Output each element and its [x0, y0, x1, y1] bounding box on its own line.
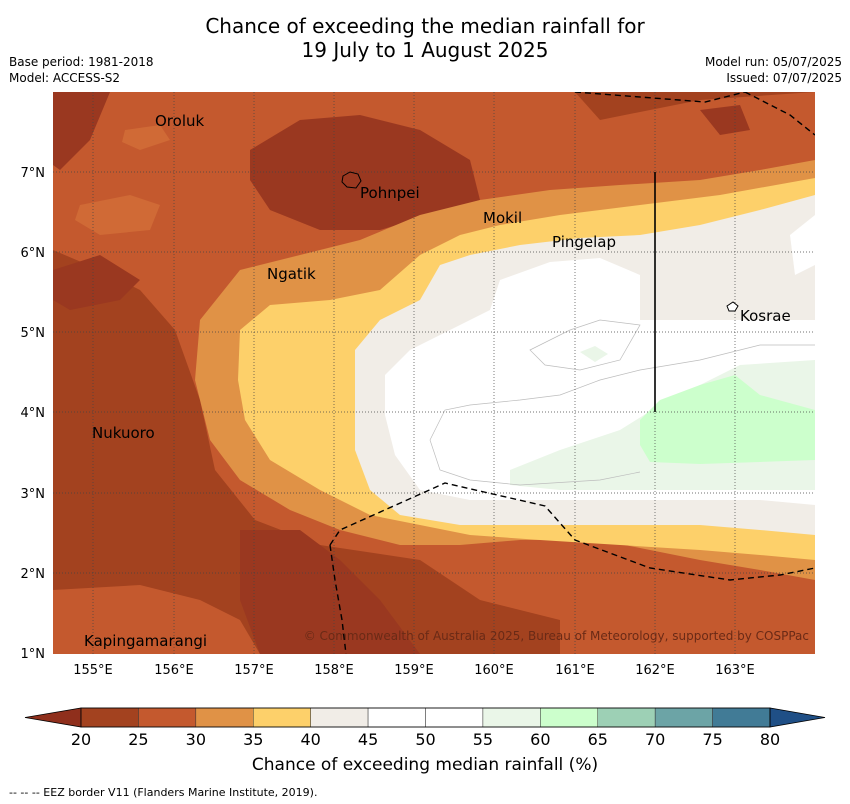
place-pingelap: Pingelap: [552, 233, 616, 251]
place-kosrae: Kosrae: [740, 307, 791, 325]
lon-tick-156: 156°E: [154, 663, 194, 678]
issued-date: Issued: 07/07/2025: [726, 71, 842, 85]
lon-tick-157: 157°E: [234, 663, 274, 678]
meta-right: Model run: 05/07/2025 Issued: 07/07/2025: [705, 54, 842, 86]
place-nukuoro: Nukuoro: [92, 424, 155, 442]
colorbar-tick-label: 45: [358, 730, 378, 749]
colorbar-swatch: [253, 707, 311, 728]
copyright-text: © Commonwealth of Australia 2025, Bureau…: [304, 629, 809, 643]
colorbar: 20 25 30 35 40 45 50 55 60 65 70 75 80: [24, 707, 826, 749]
model-run: Model run: 05/07/2025: [704, 55, 842, 69]
colorbar-swatch: [654, 707, 713, 728]
colorbar-swatch: [540, 707, 598, 728]
lon-tick-163: 163°E: [715, 663, 755, 678]
meta-left: Base period: 1981-2018 Model: ACCESS-S2: [9, 54, 154, 86]
place-pohnpei: Pohnpei: [360, 184, 420, 202]
lat-tick-4: 4°N: [21, 406, 46, 421]
kosrae-island-icon: [726, 301, 739, 312]
place-oroluk: Oroluk: [155, 112, 204, 130]
colorbar-tick-label: 40: [300, 730, 320, 749]
lon-tick-162: 162°E: [635, 663, 675, 678]
colorbar-frame: [80, 707, 771, 728]
lat-tick-3: 3°N: [21, 487, 46, 502]
colorbar-tick-label: 65: [588, 730, 608, 749]
colorbar-swatch: [712, 707, 771, 728]
base-period: Base period: 1981-2018: [9, 55, 154, 69]
colorbar-tick-label: 20: [71, 730, 91, 749]
colorbar-tick-label: 75: [702, 730, 722, 749]
eez-border: [329, 92, 815, 654]
colorbar-tick-label: 50: [415, 730, 435, 749]
lon-tick-160: 160°E: [474, 663, 514, 678]
place-labels: Oroluk Pohnpei Mokil Pingelap Ngatik Kos…: [84, 112, 791, 650]
colorbar-tick-label: 25: [128, 730, 148, 749]
colorbar-swatch: [310, 707, 369, 728]
colorbar-under-triangle: [24, 707, 82, 728]
pohnpei-island-icon: [341, 171, 362, 189]
colorbar-tick-label: 70: [645, 730, 665, 749]
graticule: [53, 92, 815, 654]
colorbar-tick-label: 30: [186, 730, 206, 749]
eez-footnote: -- -- -- EEZ border V11 (Flanders Marine…: [9, 786, 318, 799]
colorbar-swatch: [80, 707, 139, 728]
lat-tick-labels: 1°N 2°N 3°N 4°N 5°N 6°N 7°N: [21, 166, 46, 662]
lon-tick-155: 155°E: [73, 663, 113, 678]
colorbar-swatch: [482, 707, 541, 728]
lon-tick-158: 158°E: [314, 663, 354, 678]
lat-tick-6: 6°N: [21, 246, 46, 261]
colorbar-tick-label: 60: [530, 730, 550, 749]
lon-tick-labels: 155°E 156°E 157°E 158°E 159°E 160°E 161°…: [73, 663, 755, 678]
lat-tick-2: 2°N: [21, 567, 46, 582]
title-line-1: Chance of exceeding the median rainfall …: [205, 14, 645, 38]
colorbar-swatch: [195, 707, 254, 728]
colorbar-swatch: [597, 707, 656, 728]
title-line-2: 19 July to 1 August 2025: [301, 38, 549, 62]
lat-tick-1: 1°N: [21, 647, 46, 662]
colorbar-swatch: [367, 707, 426, 728]
lat-tick-7: 7°N: [21, 166, 46, 181]
colorbar-tick-label: 35: [243, 730, 263, 749]
colorbar-swatch: [138, 707, 197, 728]
colorbar-swatch: [425, 707, 484, 728]
colorbar-tick-label: 55: [473, 730, 493, 749]
place-ngatik: Ngatik: [267, 265, 316, 283]
colorbar-over-triangle: [769, 707, 826, 728]
lon-tick-159: 159°E: [394, 663, 434, 678]
model-name: Model: ACCESS-S2: [9, 71, 121, 85]
lon-tick-161: 161°E: [555, 663, 595, 678]
colorbar-tick-label: 80: [760, 730, 780, 749]
colorbar-label: Chance of exceeding median rainfall (%): [251, 755, 599, 775]
contour-fields: [53, 92, 815, 654]
place-kapingamarangi: Kapingamarangi: [84, 632, 207, 650]
lat-tick-5: 5°N: [21, 326, 46, 341]
place-mokil: Mokil: [483, 209, 522, 227]
